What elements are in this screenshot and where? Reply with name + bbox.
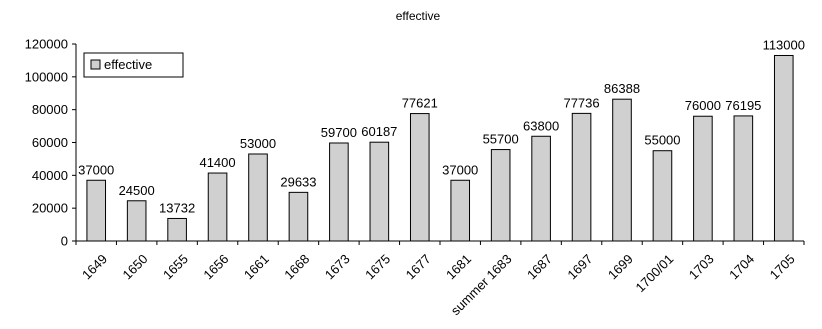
data-label: 76195 xyxy=(725,98,761,113)
x-tick-label: 1673 xyxy=(322,251,353,282)
x-tick-label: 1649 xyxy=(79,251,110,282)
bar xyxy=(531,135,551,242)
data-label: 13732 xyxy=(159,200,195,215)
x-tick-label: 1656 xyxy=(200,251,231,282)
data-label: 77736 xyxy=(563,95,599,110)
data-label: 60187 xyxy=(361,124,397,139)
y-tick-label: 20000 xyxy=(32,201,68,216)
x-tick-label: 1699 xyxy=(605,251,636,282)
chart-title: effective xyxy=(396,9,441,23)
bar xyxy=(207,172,228,242)
data-label: 113000 xyxy=(763,37,805,52)
y-tick-label: 80000 xyxy=(32,102,68,117)
data-label: 77621 xyxy=(402,96,438,111)
bar xyxy=(571,112,592,242)
bar xyxy=(450,179,471,242)
y-tick-label: 40000 xyxy=(32,168,68,183)
bar xyxy=(773,54,794,242)
x-tick-label: 1703 xyxy=(686,251,717,282)
data-label: 29633 xyxy=(280,174,316,189)
legend-label: effective xyxy=(104,57,152,72)
bar xyxy=(733,115,754,242)
bar xyxy=(409,113,430,242)
data-labels-group: 37000 24500 13732 41400 53000 29633 59700 60187… xyxy=(78,37,805,215)
y-tick-label: 0 xyxy=(61,234,68,249)
bar xyxy=(329,142,349,242)
bar xyxy=(126,200,147,242)
x-tick-label: 1668 xyxy=(281,251,312,282)
y-tick-label: 60000 xyxy=(32,135,68,150)
y-tick-label: 100000 xyxy=(25,69,68,84)
x-tick-label: 1675 xyxy=(362,251,393,282)
y-tick-labels: 0 20000 40000 60000 80000 100000 120000 xyxy=(25,37,68,249)
bar xyxy=(86,179,107,242)
axes xyxy=(72,43,805,245)
data-label: 55700 xyxy=(483,132,519,147)
data-label: 53000 xyxy=(240,136,276,151)
bar xyxy=(369,141,390,242)
data-label: 41400 xyxy=(199,155,235,170)
bar xyxy=(612,98,632,242)
x-tick-label: 1650 xyxy=(120,251,151,282)
x-tick-label: 1697 xyxy=(564,251,595,282)
x-tick-label: 1661 xyxy=(241,251,272,282)
bar xyxy=(693,115,713,242)
data-label: 24500 xyxy=(119,183,155,198)
x-tick-label: 1687 xyxy=(524,251,555,282)
data-label: 59700 xyxy=(321,125,357,140)
bar xyxy=(248,153,268,242)
data-label: 55000 xyxy=(644,133,680,148)
legend: effective xyxy=(83,52,184,78)
x-tick-label: 1705 xyxy=(767,251,798,282)
bar xyxy=(490,149,511,242)
data-label: 37000 xyxy=(78,162,114,177)
x-tick-labels: 1649 1650 1655 1656 1661 1668 1673 1675 1677 1681… xyxy=(79,251,798,318)
x-tick-label: 1655 xyxy=(160,251,191,282)
data-label: 86388 xyxy=(604,81,640,96)
legend-swatch xyxy=(90,59,101,70)
bar xyxy=(167,217,187,242)
x-tick-label: 1704 xyxy=(726,251,757,282)
x-tick-label: 1700/01 xyxy=(633,251,677,295)
data-label: 76000 xyxy=(685,98,721,113)
data-label: 37000 xyxy=(442,162,478,177)
bar xyxy=(288,191,309,242)
x-tick-label: 1677 xyxy=(403,251,434,282)
bars-group xyxy=(86,54,794,242)
data-label: 63800 xyxy=(523,118,559,133)
bar xyxy=(652,150,673,242)
y-tick-label: 120000 xyxy=(25,37,68,52)
x-tick-label: 1681 xyxy=(443,251,474,282)
